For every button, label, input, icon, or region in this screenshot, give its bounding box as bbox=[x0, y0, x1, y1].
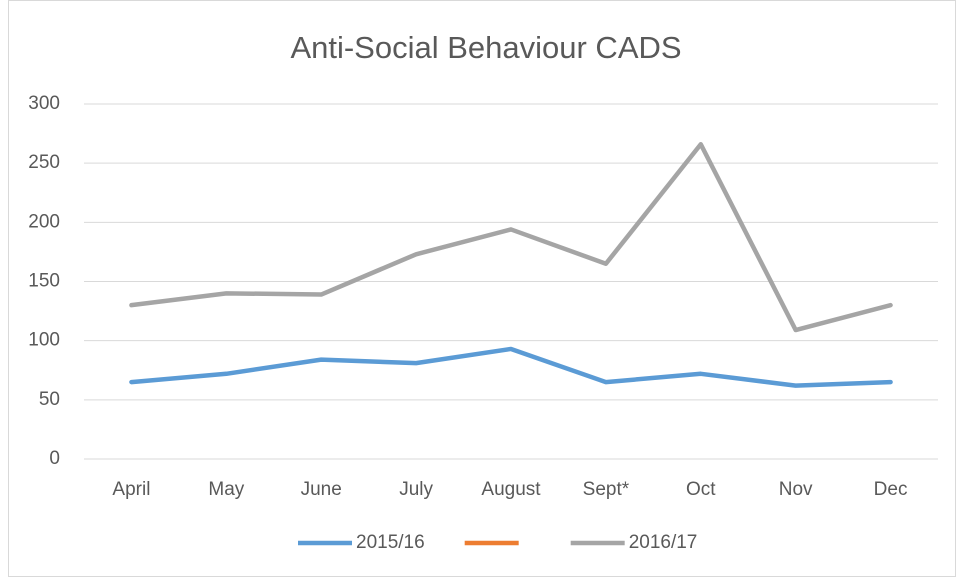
series-line bbox=[129, 141, 893, 333]
x-tick-label: June bbox=[301, 479, 342, 500]
y-tick-label: 100 bbox=[28, 330, 60, 351]
y-tick-label: 200 bbox=[28, 211, 60, 232]
legend-label: 2015/16 bbox=[356, 532, 425, 553]
chart-border bbox=[8, 0, 956, 577]
y-tick-label: 300 bbox=[28, 93, 60, 114]
x-tick-label: Dec bbox=[874, 479, 908, 500]
y-tick-label: 50 bbox=[39, 389, 60, 410]
x-tick-label: July bbox=[399, 479, 433, 500]
y-tick-label: 250 bbox=[28, 152, 60, 173]
x-tick-label: Oct bbox=[686, 479, 716, 500]
x-tick-label: August bbox=[481, 479, 541, 500]
legend-label: 2016/17 bbox=[629, 532, 698, 553]
x-tick-label: April bbox=[112, 479, 150, 500]
x-tick-label: Sept* bbox=[583, 479, 630, 500]
x-tick-label: May bbox=[208, 479, 244, 500]
y-tick-label: 150 bbox=[28, 271, 60, 292]
y-tick-label: 0 bbox=[49, 448, 60, 469]
series-line bbox=[129, 346, 893, 388]
chart-title: Anti-Social Behaviour CADS bbox=[290, 30, 681, 65]
x-tick-label: Nov bbox=[779, 479, 813, 500]
